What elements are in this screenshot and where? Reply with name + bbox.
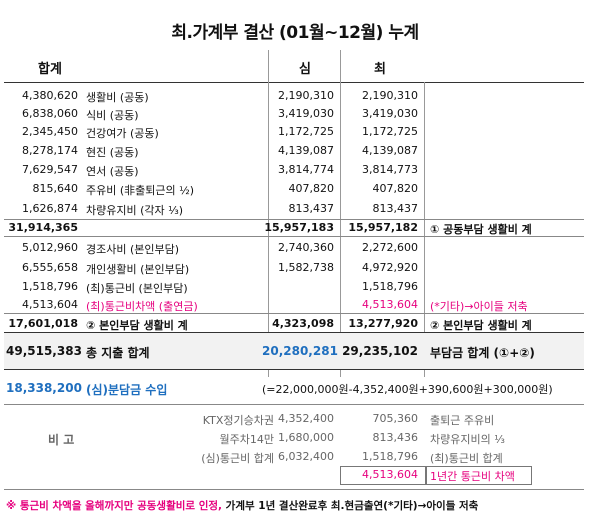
row-choi: 15,957,182 xyxy=(348,221,418,234)
col-divider-1 xyxy=(268,50,269,377)
grand-label: 총 지출 합계 xyxy=(86,346,150,360)
share-total: 18,338,200 xyxy=(6,381,82,395)
row-shim: 407,820 xyxy=(288,182,335,195)
remarks-choi: 1,518,796 xyxy=(362,450,418,463)
share-formula: (=22,000,000원-4,352,400원+390,600원+300,00… xyxy=(262,383,553,396)
remarks-note: 차량유지비의 ⅓ xyxy=(430,433,505,446)
remarks-choi: 4,513,604 xyxy=(362,468,418,481)
row-total: 5,012,960 xyxy=(22,241,78,254)
remarks-choi: 813,436 xyxy=(372,431,419,444)
col-divider-3 xyxy=(424,82,425,377)
footnote-part1: ※ 통근비 차액을 올해까지만 공동생활비로 인정, xyxy=(6,500,226,512)
remarks-name: 월주차14만 xyxy=(219,433,274,446)
row-choi: 1,518,796 xyxy=(362,280,418,293)
grand-shim: 20,280,281 xyxy=(262,344,338,358)
remarks-note-box xyxy=(426,466,532,485)
share-label: (심)분담금 수입 xyxy=(86,383,168,397)
header-total: 합계 xyxy=(38,62,62,77)
remarks-shim: 6,032,400 xyxy=(278,450,334,463)
row-label: 차량유지비 (각자 ⅓) xyxy=(86,204,184,217)
header-shim: 심 xyxy=(299,62,311,77)
row-total: 31,914,365 xyxy=(8,221,78,234)
row-choi: 4,139,087 xyxy=(362,144,418,157)
grand-total: 49,515,383 xyxy=(6,344,82,358)
remarks-label: 비 고 xyxy=(48,433,75,447)
row-note: ② 본인부담 생활비 계 xyxy=(430,319,532,332)
row-total: 4,513,604 xyxy=(22,298,78,311)
row-label: ② 본인부담 생활비 계 xyxy=(86,319,188,332)
row-label: (최)통근비 (본인부담) xyxy=(86,282,188,295)
row-label: 개인생활비 (본인부담) xyxy=(86,263,190,276)
row-shim: 3,419,030 xyxy=(278,107,334,120)
row-choi: 4,513,604 xyxy=(362,298,418,311)
row-label: 현진 (공동) xyxy=(86,146,139,159)
subtotal2-top-line xyxy=(4,313,584,314)
remarks-name: KTX정기승차권 xyxy=(202,414,274,427)
remarks-choi: 705,360 xyxy=(372,412,419,425)
header-bottom-line xyxy=(4,82,584,83)
remarks-box xyxy=(340,466,426,485)
row-shim: 2,740,360 xyxy=(278,241,334,254)
subtotal1-top-line xyxy=(4,219,584,220)
row-total: 815,640 xyxy=(32,182,79,195)
row-total: 2,345,450 xyxy=(22,125,78,138)
row-shim: 3,814,774 xyxy=(278,163,334,176)
grand-total-band xyxy=(4,333,584,369)
row-choi: 813,437 xyxy=(372,202,419,215)
row-label: 연서 (공동) xyxy=(86,165,139,178)
remarks-note: 1년간 통근비 차액 xyxy=(430,470,515,483)
row-total: 6,555,658 xyxy=(22,261,78,274)
row-shim: 813,437 xyxy=(288,202,335,215)
row-total: 1,518,796 xyxy=(22,280,78,293)
row-shim: 4,139,087 xyxy=(278,144,334,157)
remarks-bottom-line xyxy=(4,489,584,490)
row-total: 7,629,547 xyxy=(22,163,78,176)
row-choi: 4,972,920 xyxy=(362,261,418,274)
col-divider-2 xyxy=(340,50,341,377)
row-label: 식비 (공동) xyxy=(86,109,139,122)
row-choi: 13,277,920 xyxy=(348,317,418,330)
row-choi: 2,190,310 xyxy=(362,89,418,102)
row-note: ① 공동부담 생활비 계 xyxy=(430,223,532,236)
row-label: 건강여가 (공동) xyxy=(86,127,159,140)
grand-total-bottom-line xyxy=(4,369,584,370)
subtotal1-bottom-line xyxy=(4,236,584,237)
row-choi: 3,419,030 xyxy=(362,107,418,120)
row-total: 6,838,060 xyxy=(22,107,78,120)
remarks-shim: 1,680,000 xyxy=(278,431,334,444)
header-choi: 최 xyxy=(374,62,386,77)
row-label: 생활비 (공동) xyxy=(86,91,149,104)
remarks-name: (심)통근비 합계 xyxy=(201,452,274,465)
footnote: ※ 통근비 차액을 올해까지만 공동생활비로 인정, 가계부 1년 결산완료후 … xyxy=(6,498,478,513)
share-bottom-line xyxy=(4,404,584,405)
row-choi: 1,172,725 xyxy=(362,125,418,138)
page-title: 최.가계부 결산 (01월~12월) 누계 xyxy=(171,23,419,43)
remarks-shim: 4,352,400 xyxy=(278,412,334,425)
remarks-note: (최)통근비 합계 xyxy=(430,452,503,465)
row-label: 경조사비 (본인부담) xyxy=(86,243,180,256)
row-shim: 1,582,738 xyxy=(278,261,334,274)
row-choi: 407,820 xyxy=(372,182,419,195)
row-shim: 15,957,183 xyxy=(264,221,334,234)
row-label: 주유비 (非출퇴근의 ½) xyxy=(86,184,195,197)
row-shim: 4,323,098 xyxy=(272,317,334,330)
subtotal2-bottom-line xyxy=(4,332,584,333)
row-total: 8,278,174 xyxy=(22,144,78,157)
row-label: (최)통근비차액 (출연금) xyxy=(86,300,198,313)
row-total: 1,626,874 xyxy=(22,202,78,215)
row-choi: 3,814,773 xyxy=(362,163,418,176)
row-shim: 1,172,725 xyxy=(278,125,334,138)
row-choi: 2,272,600 xyxy=(362,241,418,254)
remarks-note: 출퇴근 주유비 xyxy=(430,414,495,427)
row-note: (*기타)→아이들 저축 xyxy=(430,300,528,313)
row-total: 4,380,620 xyxy=(22,89,78,102)
grand-choi: 29,235,102 xyxy=(342,344,418,358)
row-shim: 2,190,310 xyxy=(278,89,334,102)
footnote-part2: 가계부 1년 결산완료후 최.현금출연(*기타)→아이들 저축 xyxy=(225,500,479,512)
row-total: 17,601,018 xyxy=(8,317,78,330)
grand-note: 부담금 합계 (①+②) xyxy=(430,346,535,360)
